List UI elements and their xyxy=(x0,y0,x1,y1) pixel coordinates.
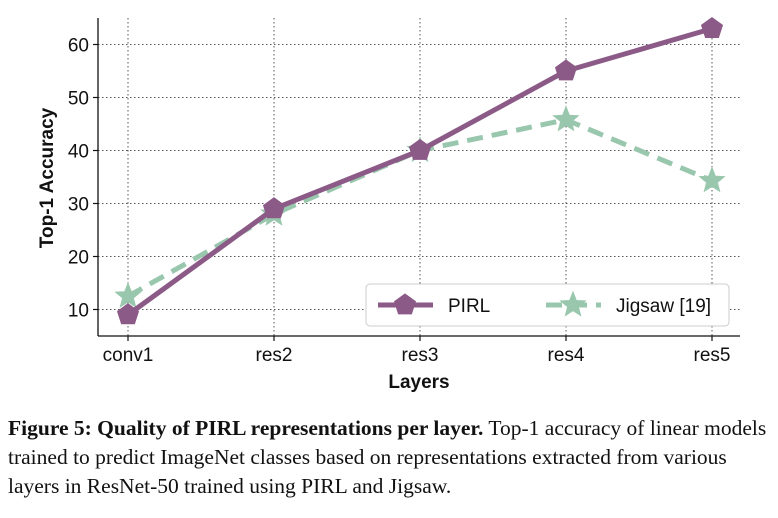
legend: PIRL Jigsaw [19] xyxy=(365,283,730,327)
x-tick-label: res2 xyxy=(256,345,293,366)
caption-text: Top-1 accuracy of linear models trained … xyxy=(8,416,767,498)
series-line-pirl xyxy=(126,26,713,317)
axes xyxy=(93,18,740,341)
series-layer xyxy=(114,16,726,325)
data-point-jigsaw-19 xyxy=(552,105,580,132)
chart: 10 20 30 40 50 60 conv1 res2 res3 res4 res5 Layers… xyxy=(37,16,740,393)
legend-label-pirl: PIRL xyxy=(448,296,490,317)
tick-labels: 10 20 30 40 50 60 conv1 res2 res3 res4 res5 xyxy=(68,36,731,367)
data-point-jigsaw-19 xyxy=(114,281,142,308)
x-tick-label: res3 xyxy=(402,345,439,366)
y-axis-label: Top-1 Accuracy xyxy=(37,107,58,248)
y-tick-label: 60 xyxy=(68,36,89,57)
y-tick-label: 30 xyxy=(68,195,89,216)
y-tick-label: 10 xyxy=(68,301,89,322)
y-tick-label: 20 xyxy=(68,248,89,269)
figure-caption: Figure 5: Quality of PIRL representation… xyxy=(8,414,774,501)
data-point-pirl xyxy=(116,303,140,325)
data-point-pirl xyxy=(408,138,432,160)
x-tick-label: res5 xyxy=(694,345,731,366)
data-point-pirl xyxy=(700,16,724,38)
data-point-pirl xyxy=(554,59,578,81)
x-tick-label: conv1 xyxy=(103,345,154,366)
legend-marker-pirl xyxy=(393,293,417,315)
legend-label-jigsaw-19: Jigsaw [19] xyxy=(616,296,711,317)
x-tick-label: res4 xyxy=(548,345,585,366)
x-axis-label: Layers xyxy=(388,372,449,393)
legend-marker-jigsaw-19 xyxy=(559,290,587,317)
data-point-jigsaw-19 xyxy=(698,166,726,193)
y-tick-label: 40 xyxy=(68,142,89,163)
caption-title: Figure 5: Quality of PIRL representation… xyxy=(8,416,484,440)
data-point-pirl xyxy=(262,197,286,219)
y-tick-label: 50 xyxy=(68,89,89,110)
